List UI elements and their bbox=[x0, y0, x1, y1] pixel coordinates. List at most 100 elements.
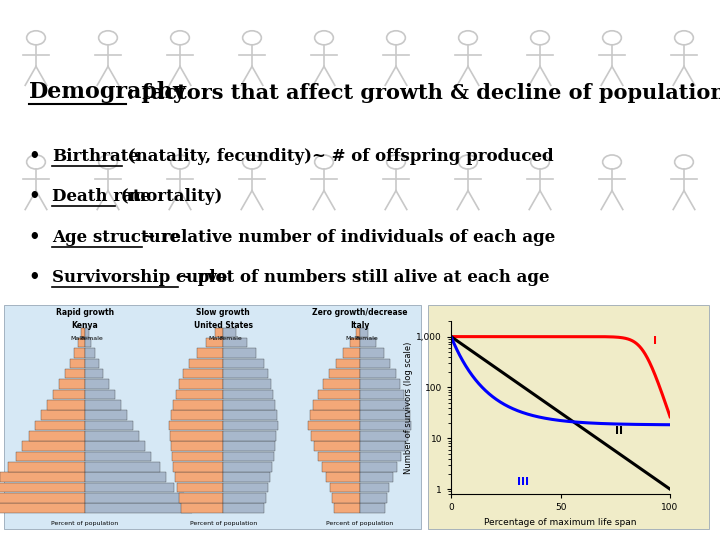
Bar bbox=[323, 379, 360, 389]
Bar bbox=[223, 338, 248, 347]
Bar bbox=[334, 503, 360, 513]
Bar bbox=[9, 462, 85, 471]
Bar bbox=[223, 379, 271, 389]
Bar bbox=[215, 328, 223, 337]
Bar bbox=[70, 359, 85, 368]
Bar bbox=[360, 338, 376, 347]
Bar bbox=[360, 441, 405, 451]
Bar bbox=[223, 400, 274, 409]
Bar bbox=[223, 369, 268, 379]
Bar bbox=[78, 338, 85, 347]
Bar bbox=[85, 390, 115, 399]
Bar bbox=[318, 390, 360, 399]
Bar bbox=[330, 483, 360, 492]
Bar bbox=[35, 421, 85, 430]
Text: ~ plot of numbers still alive at each age: ~ plot of numbers still alive at each ag… bbox=[178, 269, 549, 286]
Bar bbox=[85, 348, 95, 358]
Bar bbox=[85, 369, 103, 379]
X-axis label: Percentage of maximum life span: Percentage of maximum life span bbox=[485, 518, 636, 526]
Text: Survivorship curve: Survivorship curve bbox=[52, 269, 228, 286]
Text: Male: Male bbox=[71, 336, 85, 341]
Bar bbox=[325, 472, 360, 482]
Bar bbox=[360, 379, 400, 389]
Bar bbox=[85, 400, 121, 409]
Bar bbox=[329, 369, 360, 379]
Bar bbox=[168, 421, 223, 430]
Text: Female: Female bbox=[219, 336, 242, 341]
Bar bbox=[53, 390, 85, 399]
Bar bbox=[181, 503, 223, 513]
Text: United States: United States bbox=[194, 321, 253, 330]
Bar bbox=[360, 472, 393, 482]
Text: •: • bbox=[29, 228, 40, 246]
Bar bbox=[0, 493, 85, 503]
Bar bbox=[223, 431, 276, 441]
Bar bbox=[179, 379, 223, 389]
Bar bbox=[65, 369, 85, 379]
Text: Female: Female bbox=[81, 336, 104, 341]
Bar bbox=[0, 472, 85, 482]
Text: Birthrate: Birthrate bbox=[52, 148, 139, 165]
Bar bbox=[85, 328, 89, 337]
Bar bbox=[223, 503, 264, 513]
Bar bbox=[360, 452, 401, 461]
Bar bbox=[350, 338, 360, 347]
Text: (mortality): (mortality) bbox=[115, 188, 222, 205]
Bar bbox=[29, 431, 85, 441]
Bar bbox=[189, 359, 223, 368]
Bar bbox=[170, 431, 223, 441]
Text: II: II bbox=[616, 426, 624, 436]
Bar bbox=[360, 462, 397, 471]
Text: I: I bbox=[652, 336, 657, 347]
Bar bbox=[310, 431, 360, 441]
Bar bbox=[59, 379, 85, 389]
Bar bbox=[360, 369, 396, 379]
Bar bbox=[223, 348, 256, 358]
Bar bbox=[223, 421, 278, 430]
Bar bbox=[206, 338, 223, 347]
Text: ~ relative number of individuals of each age: ~ relative number of individuals of each… bbox=[142, 229, 555, 246]
Bar bbox=[360, 483, 390, 492]
Bar bbox=[360, 503, 385, 513]
Text: Kenya: Kenya bbox=[71, 321, 99, 330]
Bar bbox=[360, 328, 368, 337]
Bar bbox=[223, 410, 276, 420]
Bar bbox=[85, 421, 133, 430]
Bar bbox=[322, 462, 360, 471]
Bar bbox=[4, 305, 421, 529]
Text: •: • bbox=[29, 147, 40, 165]
Text: Italy: Italy bbox=[351, 321, 369, 330]
Bar bbox=[312, 400, 360, 409]
Text: Male: Male bbox=[209, 336, 223, 341]
Bar bbox=[223, 390, 273, 399]
Bar bbox=[85, 452, 151, 461]
Bar bbox=[223, 483, 268, 492]
Bar bbox=[360, 348, 384, 358]
Bar bbox=[85, 493, 184, 503]
Bar bbox=[85, 472, 166, 482]
Bar bbox=[179, 493, 223, 503]
Bar bbox=[360, 390, 405, 399]
Bar bbox=[171, 410, 223, 420]
Bar bbox=[171, 441, 223, 451]
Bar bbox=[173, 400, 223, 409]
Bar bbox=[360, 493, 387, 503]
Bar bbox=[360, 359, 390, 368]
Bar bbox=[85, 441, 145, 451]
Bar bbox=[223, 472, 269, 482]
Bar bbox=[85, 410, 127, 420]
Bar bbox=[223, 462, 271, 471]
Bar bbox=[74, 348, 85, 358]
Text: III: III bbox=[517, 477, 528, 487]
Bar bbox=[223, 452, 274, 461]
Bar bbox=[85, 503, 192, 513]
Bar bbox=[22, 441, 85, 451]
Text: Female: Female bbox=[356, 336, 379, 341]
Bar bbox=[85, 462, 160, 471]
Bar bbox=[172, 452, 223, 461]
Text: (natality, fecundity)~ # of offspring produced: (natality, fecundity)~ # of offspring pr… bbox=[122, 148, 554, 165]
Text: Male: Male bbox=[346, 336, 360, 341]
Bar bbox=[17, 452, 85, 461]
Bar bbox=[336, 359, 360, 368]
Bar bbox=[332, 493, 360, 503]
